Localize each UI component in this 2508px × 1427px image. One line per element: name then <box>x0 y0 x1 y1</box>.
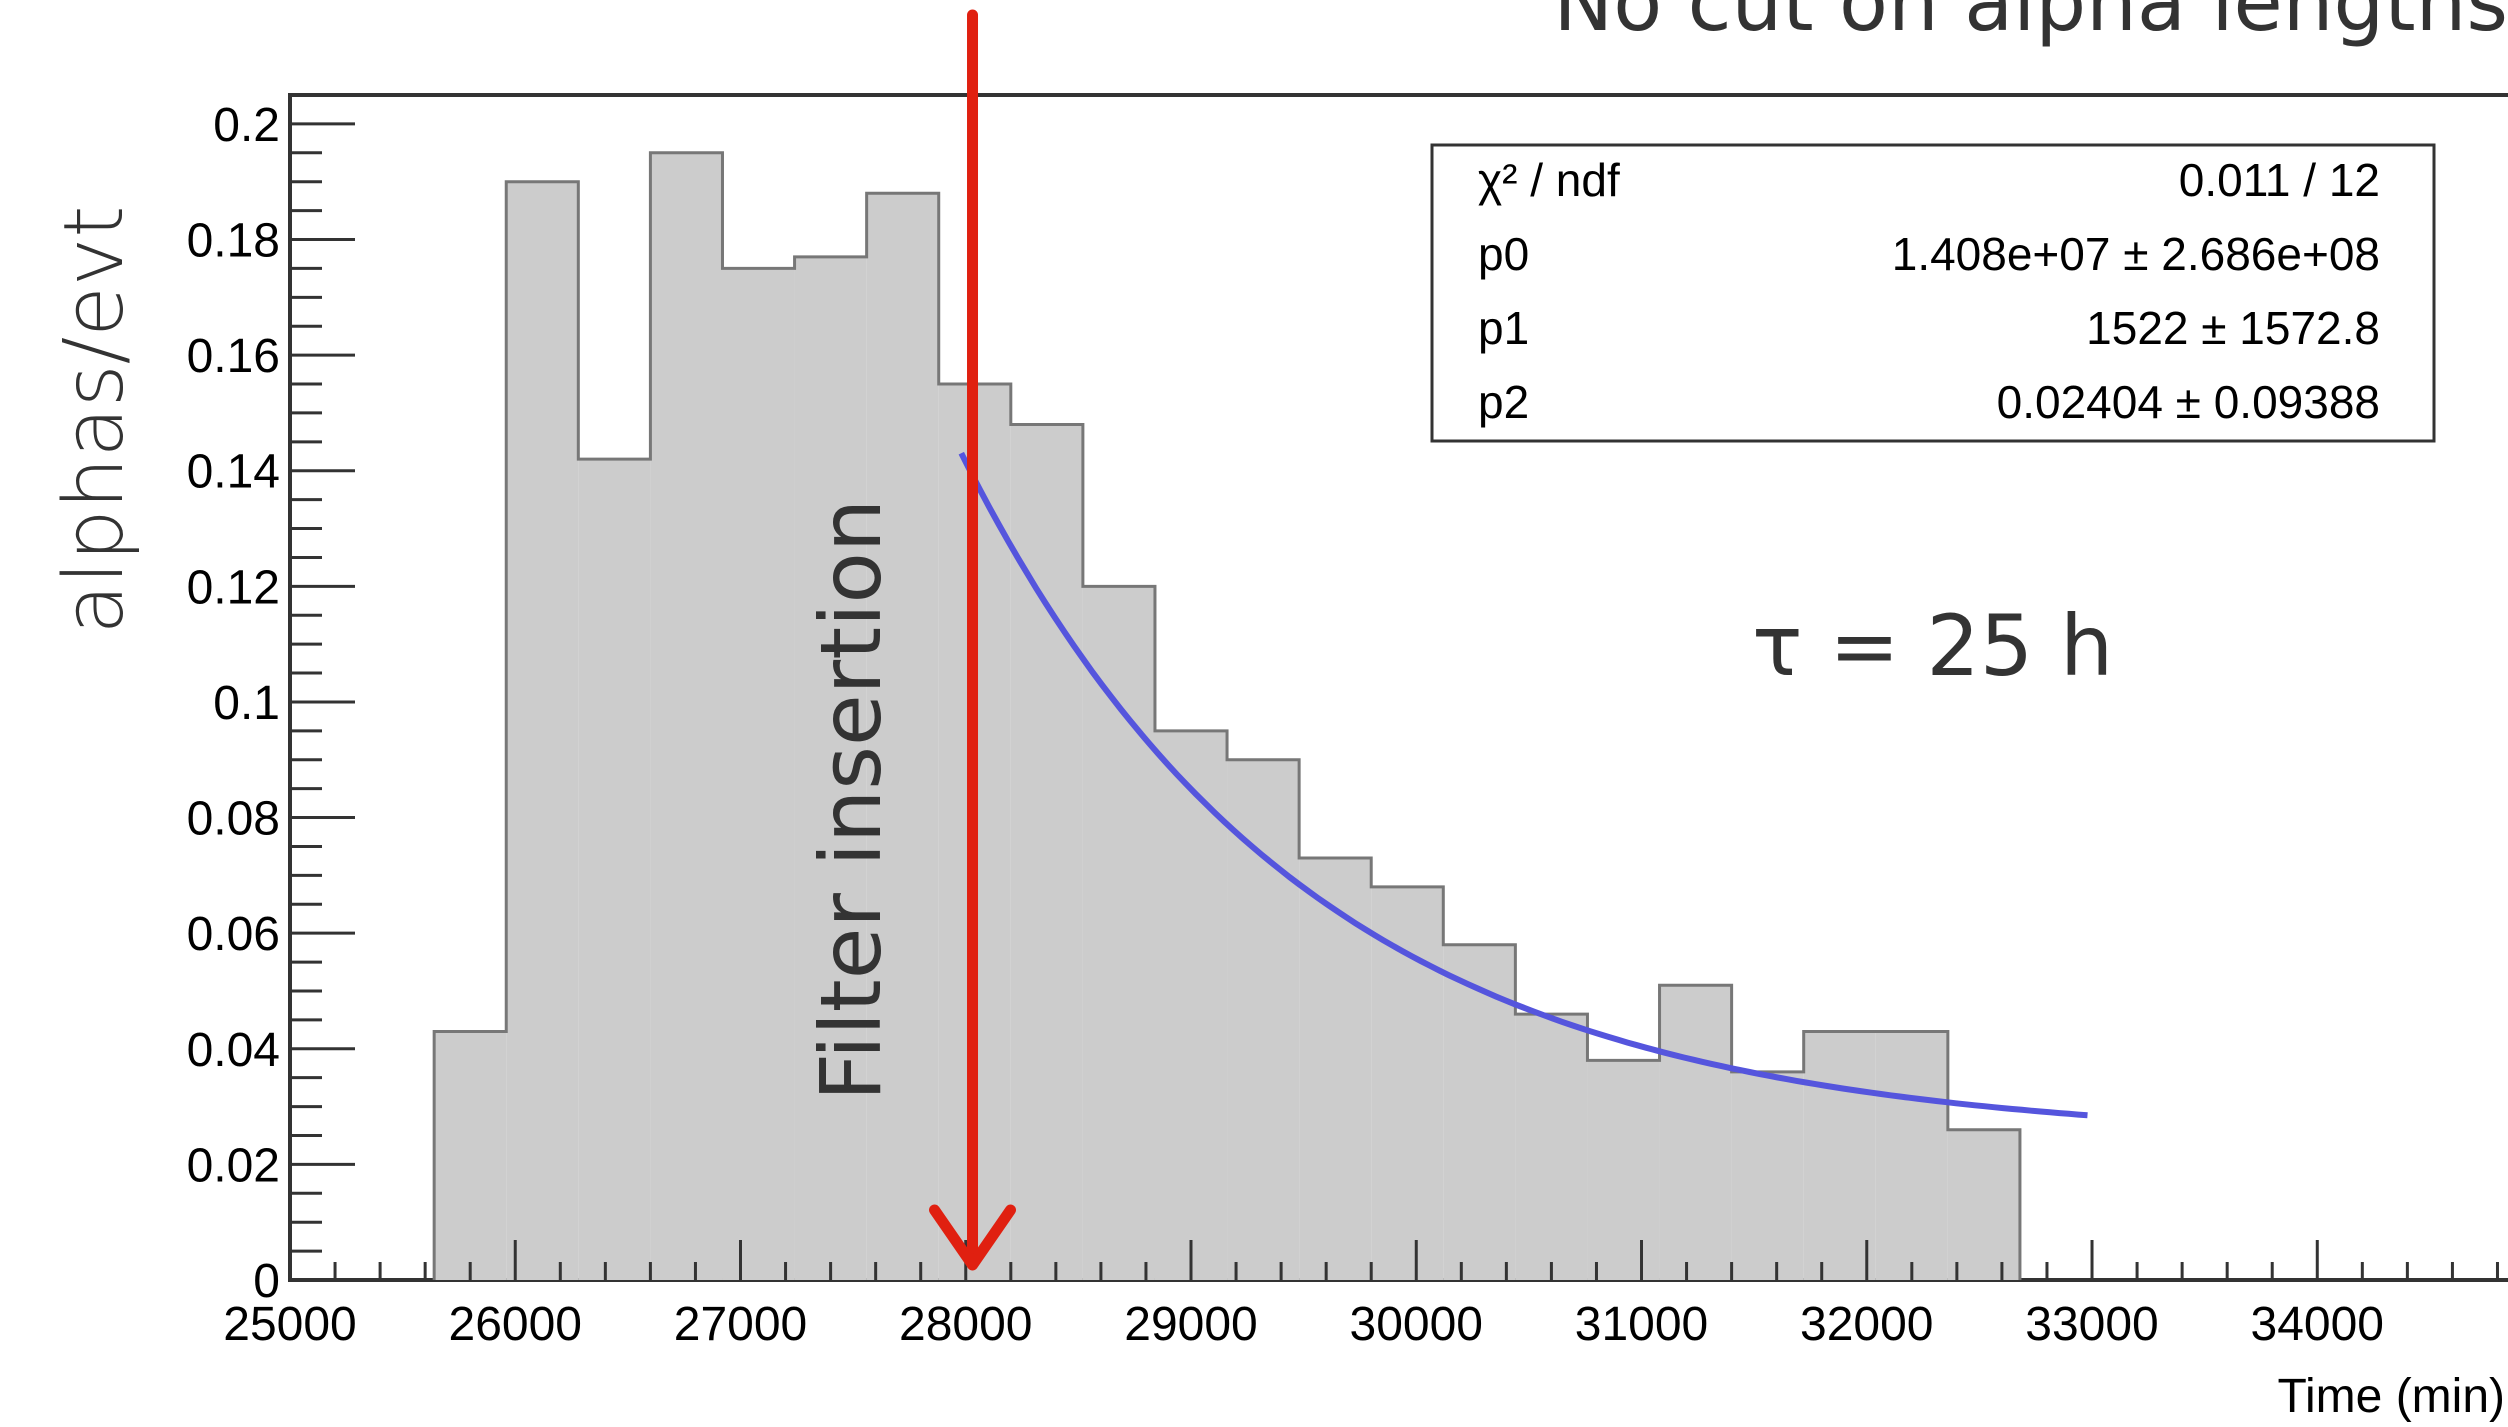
histogram-bar <box>1803 1031 1876 1280</box>
histogram-bar <box>1731 1071 1804 1280</box>
x-tick-label: 32000 <box>1800 1298 1933 1351</box>
stats-box: χ² / ndf 0.011 / 12 p0 1.408e+07 ± 2.686e+0… <box>1430 143 2436 443</box>
x-tick-label: 26000 <box>449 1298 582 1351</box>
histogram-bar <box>1371 886 1444 1280</box>
y-tick-label: 0.2 <box>213 99 280 152</box>
stats-row-value: 0.011 / 12 <box>2179 154 2380 206</box>
histogram-bar <box>866 193 939 1280</box>
chart-title: No cut on alpha lengths <box>1553 0 2508 49</box>
histogram-bars <box>434 152 2020 1281</box>
stats-row-label: p2 <box>1478 376 1529 428</box>
histogram-bar <box>578 459 651 1280</box>
x-tick-label: 31000 <box>1575 1298 1708 1351</box>
histogram-bar <box>722 268 795 1280</box>
histogram-bar <box>1299 858 1372 1280</box>
histogram-bar <box>1010 424 1083 1280</box>
stats-row-label: χ² / ndf <box>1478 154 1620 206</box>
x-axis-label: Time (min) <box>2277 1370 2505 1423</box>
stats-row-label: p1 <box>1478 302 1529 354</box>
x-tick-label: 30000 <box>1350 1298 1483 1351</box>
y-tick-label: 0.08 <box>187 793 280 846</box>
x-tick-label: 29000 <box>1124 1298 1257 1351</box>
y-tick-label: 0.04 <box>187 1024 280 1077</box>
tau-annotation: τ = 25 h <box>1752 597 2113 695</box>
histogram-bar <box>1587 1060 1660 1280</box>
x-tick-label: 34000 <box>2251 1298 2384 1351</box>
stats-row-value: 1522 ± 1572.8 <box>2086 302 2380 354</box>
stats-row-value: 1.408e+07 ± 2.686e+08 <box>1892 228 2380 280</box>
filter-insertion-arrow <box>929 9 1017 1271</box>
y-tick-label: 0.16 <box>187 330 280 383</box>
histogram-bar <box>1947 1129 2020 1280</box>
y-tick-label: 0.18 <box>187 215 280 268</box>
x-axis: 25000 26000 27000 28000 29000 30000 31000 32000… <box>223 1240 2499 1351</box>
histogram-bar <box>650 152 723 1280</box>
y-tick-label: 0.14 <box>187 446 280 499</box>
histogram-bar <box>1082 586 1155 1280</box>
x-tick-label: 28000 <box>899 1298 1032 1351</box>
histogram-bar <box>794 256 867 1281</box>
y-axis: 0 0.02 0.04 0.06 0.08 0.1 0.12 0.14 0.16 0.18 0.2 <box>187 99 355 1308</box>
stats-row-label: p0 <box>1478 228 1529 280</box>
histogram-bar <box>506 181 579 1281</box>
y-tick-label: 0.1 <box>213 677 280 730</box>
x-tick-label: 33000 <box>2025 1298 2158 1351</box>
histogram-bar <box>1659 985 1732 1280</box>
x-tick-label: 27000 <box>674 1298 807 1351</box>
y-tick-label: 0.06 <box>187 908 280 961</box>
histogram-bar <box>1443 944 1516 1280</box>
y-tick-label: 0 <box>253 1255 280 1308</box>
filter-insertion-label: Filter insertion <box>802 499 900 1101</box>
x-tick-label: 25000 <box>223 1298 356 1351</box>
histogram-bar <box>1227 759 1300 1280</box>
histogram-bar <box>1875 1031 1948 1280</box>
y-tick-label: 0.12 <box>187 561 280 614</box>
stats-row-value: 0.02404 ± 0.09388 <box>1997 376 2380 428</box>
y-tick-label: 0.02 <box>187 1139 280 1192</box>
histogram-outline <box>432 151 2022 1280</box>
y-axis-label: alphas/evt <box>47 206 142 635</box>
histogram-bar <box>434 1031 507 1280</box>
histogram-bar <box>1515 1014 1588 1280</box>
fit-curve <box>958 451 2088 1119</box>
histogram-bar <box>1154 730 1228 1280</box>
